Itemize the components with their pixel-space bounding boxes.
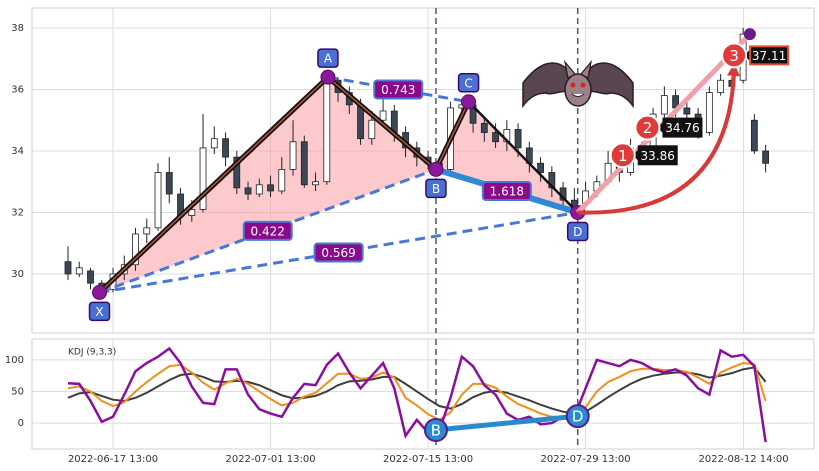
candle-body — [300, 141, 308, 186]
ratio-label: 0.743 — [381, 83, 415, 97]
candle-body — [278, 169, 286, 192]
x-tick-label: 2022-06-17 13:00 — [68, 454, 158, 465]
pattern-label-box — [88, 301, 111, 322]
target-value-box — [637, 145, 678, 166]
y-tick-label: 100 — [5, 355, 24, 366]
pattern-leg-inner — [98, 76, 329, 293]
kdj-title: KDJ (9,3,3) — [68, 348, 116, 358]
candle-body — [705, 92, 713, 133]
target-point — [634, 114, 661, 141]
candle-body — [210, 138, 218, 149]
candle-body — [143, 227, 151, 235]
pattern-label-box — [425, 178, 447, 199]
y-tick-label: 32 — [11, 207, 24, 218]
ratio-box — [481, 180, 532, 201]
x-tick-label: 2022-07-15 13:00 — [383, 454, 473, 465]
target-value: 33.86 — [641, 149, 675, 163]
kdj-panel — [31, 338, 815, 450]
target-value: 34.76 — [665, 121, 699, 135]
y-tick-label: 36 — [11, 84, 24, 95]
kdj-marker — [565, 404, 590, 429]
candle-body — [267, 184, 274, 192]
kdj-line — [67, 346, 767, 443]
target-value: 37.11 — [752, 49, 786, 63]
target-label: 2 — [643, 119, 653, 137]
pattern-label: D — [573, 225, 582, 239]
pattern-point — [92, 284, 108, 300]
ratio-box — [242, 220, 293, 241]
y-tick-label: 38 — [11, 23, 24, 34]
candle-body — [660, 95, 668, 115]
candle-body — [379, 110, 387, 121]
candle-body — [222, 138, 229, 158]
target-label: 1 — [618, 147, 628, 165]
pattern-point — [428, 161, 444, 177]
ratio-label: 1.618 — [490, 184, 524, 198]
pattern-label-box — [457, 73, 480, 93]
candle-body — [762, 150, 770, 164]
ratio-box — [313, 242, 364, 263]
candle-body — [480, 122, 488, 133]
target-arrowhead — [727, 63, 741, 77]
x-tick-label: 2022-07-01 13:00 — [225, 454, 315, 465]
ratio-label: 0.422 — [251, 224, 285, 238]
kdj-marker-label: D — [572, 408, 584, 426]
candle-body — [750, 119, 758, 152]
candle-body — [683, 107, 691, 115]
pattern-label: B — [432, 182, 440, 196]
candle-body — [323, 79, 331, 183]
kdj-marker-label: B — [431, 422, 441, 440]
ratio-label: 0.569 — [321, 246, 355, 260]
candle-body — [64, 261, 72, 275]
y-tick-label: 30 — [11, 269, 24, 280]
ratio-box — [373, 79, 424, 100]
kdj-line — [67, 366, 767, 415]
x-tick-label: 2022-08-12 14:00 — [699, 454, 789, 465]
bat-illustration — [522, 59, 634, 109]
target-point — [609, 142, 636, 169]
pattern-label: C — [464, 76, 472, 90]
candle-body — [368, 119, 376, 140]
candle-body — [165, 172, 173, 195]
candle-body — [537, 162, 544, 173]
pattern-area — [435, 101, 578, 213]
y-tick-label: 0 — [18, 418, 24, 429]
y-tick-label: 50 — [11, 386, 24, 397]
kdj-line — [67, 362, 767, 422]
candle-body — [289, 141, 297, 170]
target-value-box — [662, 117, 703, 138]
pattern-leg — [467, 100, 579, 214]
x-tick-label: 2022-07-29 13:00 — [541, 454, 631, 465]
candle-body — [255, 184, 263, 195]
target-value-box — [749, 45, 790, 66]
kdj-marker-line — [435, 413, 578, 433]
target-point — [721, 42, 748, 69]
candle-body — [514, 129, 522, 149]
peak-point — [743, 28, 756, 41]
pattern-label-box — [317, 48, 339, 68]
candle-body — [75, 267, 83, 275]
kdj-marker — [423, 418, 448, 443]
candle-body — [188, 208, 196, 216]
target-label: 3 — [729, 47, 739, 65]
pattern-leg-inner — [435, 101, 470, 170]
candle-body — [199, 147, 207, 210]
pattern-leg-inner — [327, 76, 437, 170]
candle-body — [132, 233, 139, 266]
pattern-point — [461, 94, 477, 110]
candle-body — [154, 172, 162, 229]
pattern-label: X — [95, 305, 103, 319]
y-tick-label: 34 — [11, 146, 24, 157]
candle-body — [244, 187, 252, 195]
candle-body — [717, 79, 725, 93]
candle-body — [492, 132, 499, 143]
target-arrow — [577, 69, 737, 215]
pattern-point — [320, 69, 336, 85]
pattern-label-box — [566, 221, 589, 242]
candle-body — [87, 270, 94, 284]
candle-body — [233, 156, 241, 189]
pattern-label: A — [324, 52, 333, 66]
candle-body — [312, 181, 319, 186]
